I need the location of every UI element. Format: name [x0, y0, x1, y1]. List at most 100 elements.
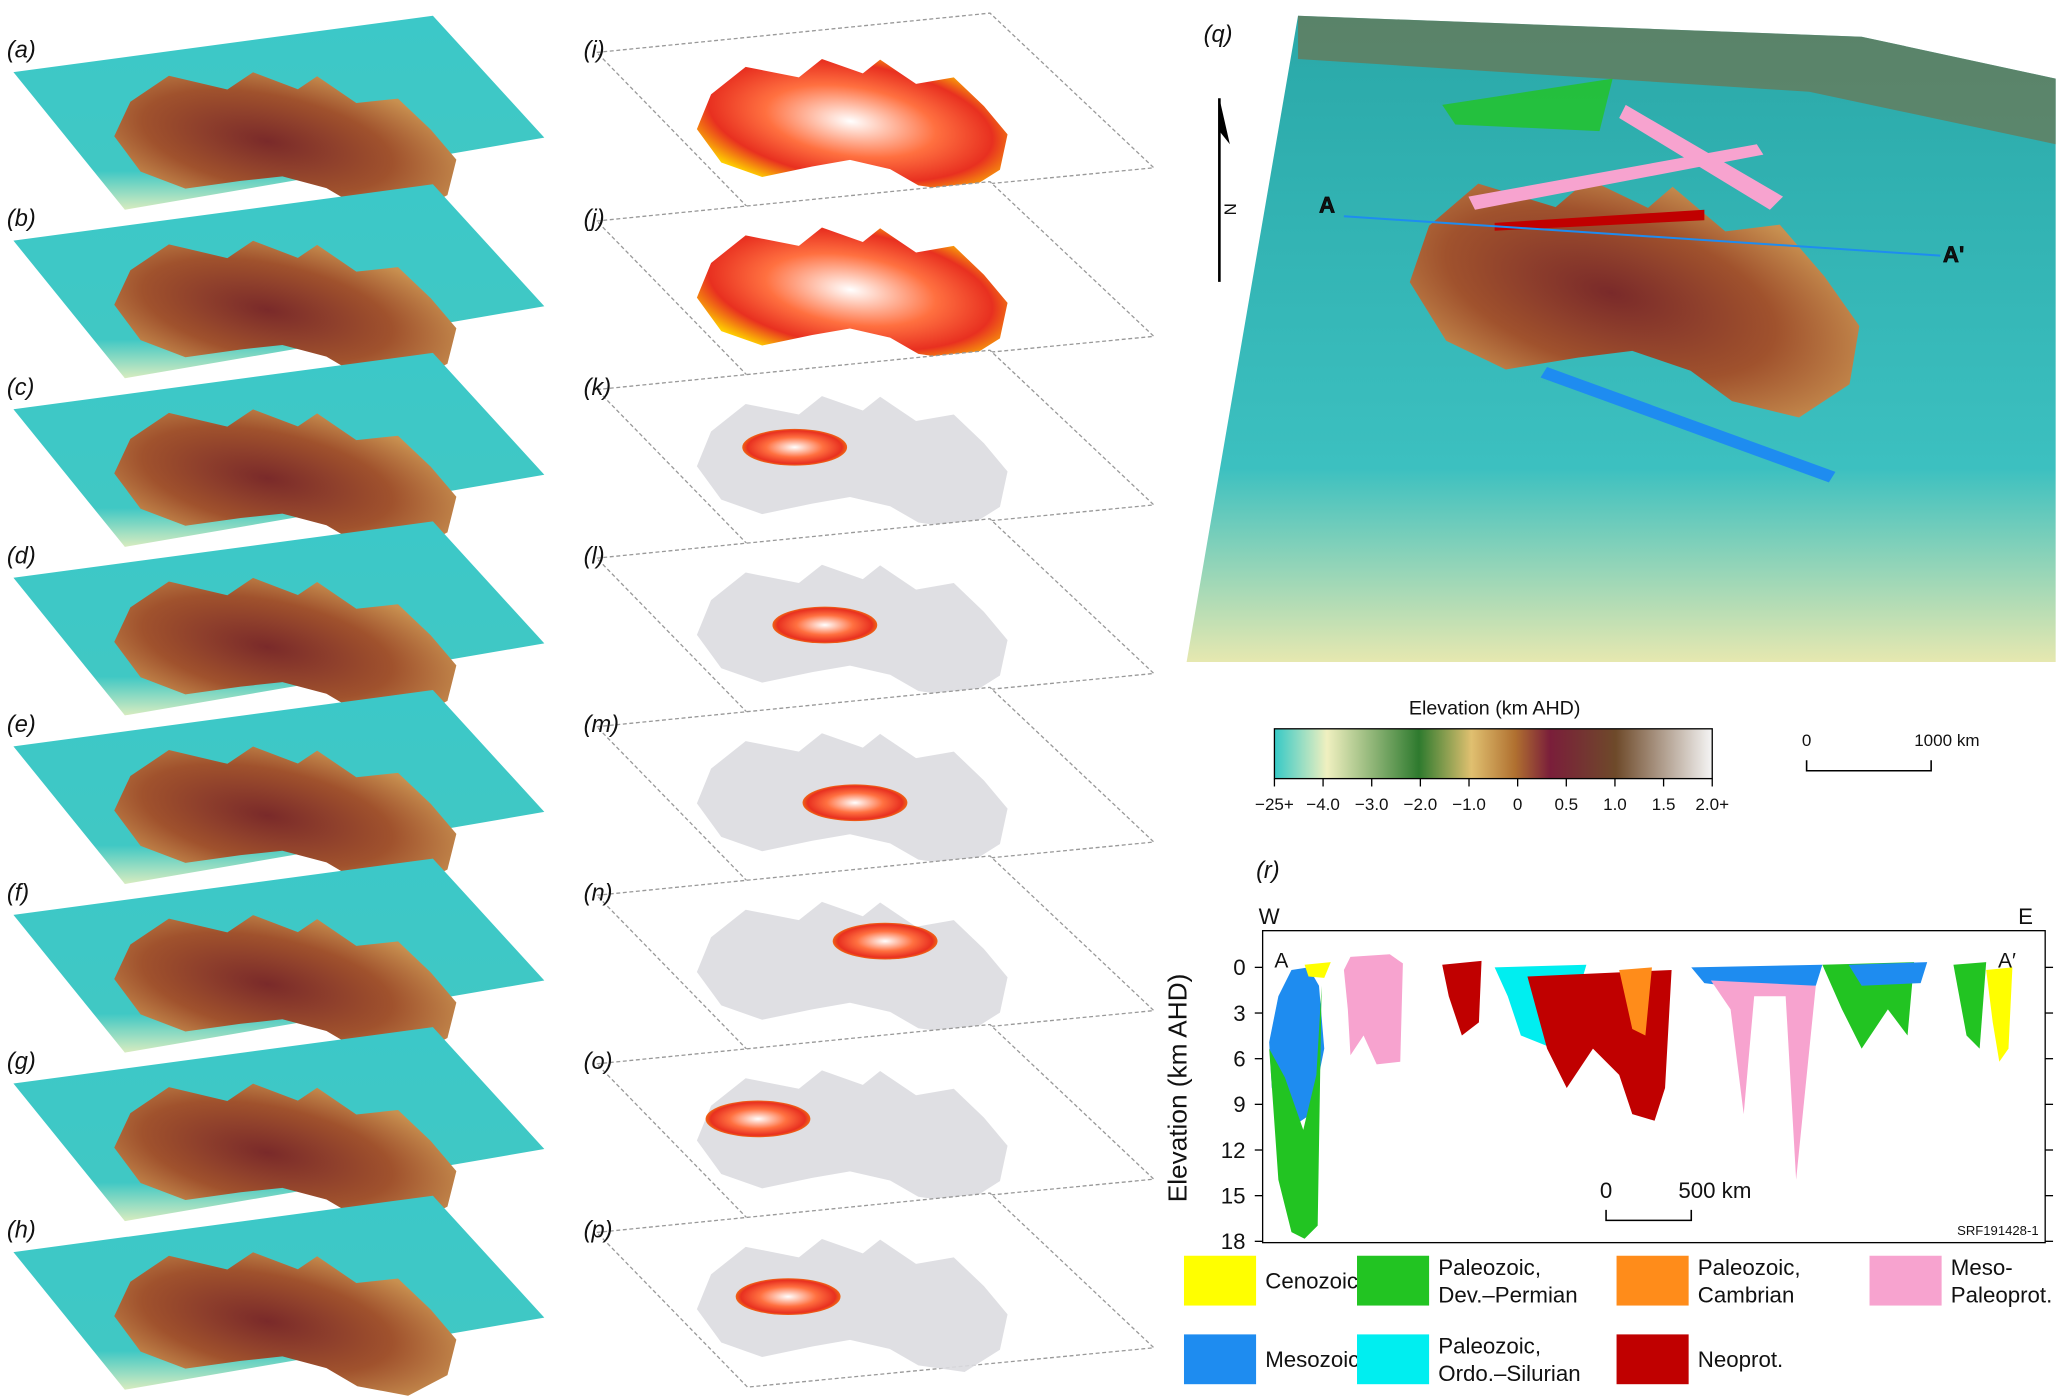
map-section-red: [1494, 209, 1705, 231]
map-land-north: [1298, 15, 2056, 145]
legend-label: Neoprot.: [1698, 1347, 1783, 1372]
legend-label: Ordo.–Silurian: [1438, 1361, 1580, 1386]
elevation-sheet: (h): [7, 1195, 545, 1396]
legend-swatch: [1183, 1334, 1257, 1385]
legend-label: Cambrian: [1698, 1282, 1795, 1307]
thickness-sheet: (p): [584, 1192, 1156, 1388]
colorbar: [1273, 728, 1713, 780]
panel-label: (a): [7, 37, 36, 63]
section-ticks: 0 3 6 9 12 15 18: [1221, 955, 2054, 1254]
map-3d: [1186, 15, 2056, 662]
panel-label: (d): [7, 542, 36, 568]
panel-label: (e): [7, 711, 36, 737]
legend-swatch: [1357, 1334, 1430, 1385]
thickness-sheet: (o): [584, 1023, 1156, 1220]
section-point: A′: [1998, 949, 2016, 972]
sheet-unit: [735, 1278, 841, 1315]
section-units: [1269, 954, 2013, 1239]
section-unit: [1343, 954, 1403, 1065]
elevation-sheet: (c): [7, 352, 545, 567]
layer-sheets: (a) (b) (c) (d) (e) (f) (g) (h) (i) (j) (k) (l) (m) (…: [7, 12, 1156, 1396]
section-point: A: [1319, 192, 1335, 217]
elevation-sheet: (f): [7, 858, 545, 1073]
colorbar-ticks: −25+ −4.0 −3.0 −2.0 −1.0 0 0.5 1.0 1.5 2.0+: [1255, 778, 1729, 814]
direction-label: E: [2018, 904, 2033, 929]
elevation-sheet: (a): [7, 15, 545, 230]
north-arrow-head: [1219, 98, 1230, 145]
colorbar-tick-label: −3.0: [1355, 795, 1389, 814]
legend-label: Paleozoic,: [1698, 1255, 1801, 1280]
legend-swatch: [1869, 1255, 1942, 1306]
north-label: N: [1221, 203, 1240, 215]
scale-bar: [1805, 760, 1932, 772]
legend-swatch: [1616, 1334, 1689, 1385]
y-tick-label: 18: [1221, 1229, 1246, 1254]
section-unit: [1619, 967, 1652, 1036]
direction-label: W: [1259, 904, 1280, 929]
colorbar-tick-label: −4.0: [1306, 795, 1340, 814]
elevation-sheet: (d): [7, 521, 545, 736]
colorbar-tick-label: 2.0+: [1695, 795, 1729, 814]
y-tick-label: 0: [1233, 955, 1245, 980]
panel-label: (h): [7, 1217, 36, 1243]
colorbar-tick-label: −25+: [1255, 795, 1294, 814]
legend-label: Meso-: [1951, 1255, 2013, 1280]
y-tick-label: 12: [1221, 1138, 1246, 1163]
panel-label: (j): [584, 205, 605, 231]
panel-label: (r): [1256, 857, 1280, 883]
colorbar-tick-label: −1.0: [1452, 795, 1486, 814]
elevation-sheet: (g): [7, 1027, 545, 1241]
scale-label: 1000 km: [1914, 731, 1979, 750]
colorbar-tick-label: 0.5: [1554, 795, 1578, 814]
panel-label: (i): [584, 37, 605, 63]
section-scale-bar: [1605, 1209, 1693, 1222]
section-unit: [1710, 980, 1816, 1180]
colorbar-tick-label: 1.0: [1603, 795, 1627, 814]
scale-label: 0: [1802, 731, 1811, 750]
section-unit: [1986, 967, 2013, 1062]
legend-label: Paleozoic,: [1438, 1255, 1541, 1280]
colorbar-tick-label: 0: [1513, 795, 1522, 814]
sheet-unit: [832, 922, 938, 960]
sheet-unit: [772, 606, 878, 644]
legend-label: Mesozoic: [1265, 1347, 1359, 1372]
panel-label: (l): [584, 542, 605, 568]
panel-label: (f): [7, 880, 29, 906]
figure-code: SRF191428-1: [1957, 1223, 2039, 1238]
sheet-unit: [802, 784, 908, 822]
legend: CenozoicPaleozoic,Dev.–PermianPaleozoic,…: [1183, 1255, 2052, 1386]
panel-label: (c): [7, 374, 35, 400]
panel-label: (g): [7, 1048, 36, 1074]
elevation-sheet: (b): [7, 184, 545, 399]
section-unit: [1442, 960, 1482, 1036]
sheet-unit: [742, 428, 848, 466]
y-tick-label: 6: [1233, 1047, 1245, 1072]
thickness-sheet: (m): [584, 686, 1156, 883]
thickness-sheet: (j): [584, 180, 1156, 377]
legend-label: Paleozoic,: [1438, 1333, 1541, 1358]
section-unit: [1304, 962, 1331, 978]
thickness-sheet: (k): [584, 349, 1156, 545]
thickness-sheet: (i): [584, 12, 1156, 208]
colorbar-tick-label: −2.0: [1404, 795, 1438, 814]
section-unit: [1953, 962, 1987, 1049]
scale-label: 0: [1600, 1178, 1612, 1203]
legend-swatch: [1357, 1255, 1430, 1306]
thickness-sheet: (n): [584, 855, 1156, 1051]
section-unit: [1848, 962, 1928, 986]
panel-label: (o): [584, 1048, 613, 1074]
section-point: A': [1943, 242, 1964, 267]
colorbar-tick-label: 1.5: [1652, 795, 1676, 814]
panel-label: (p): [584, 1217, 613, 1243]
y-axis-label: Elevation (km AHD): [1163, 974, 1193, 1203]
thickness-sheet: (l): [584, 518, 1156, 714]
section-unit: [1269, 985, 1322, 1239]
sheet-unit: [705, 1100, 811, 1138]
map-section-green: [1442, 78, 1613, 132]
y-tick-label: 3: [1233, 1001, 1245, 1026]
elevation-sheet: (e): [7, 690, 545, 904]
panel-label: (b): [7, 205, 36, 231]
legend-swatch: [1183, 1255, 1257, 1306]
map-section-blue: [1540, 367, 1836, 483]
